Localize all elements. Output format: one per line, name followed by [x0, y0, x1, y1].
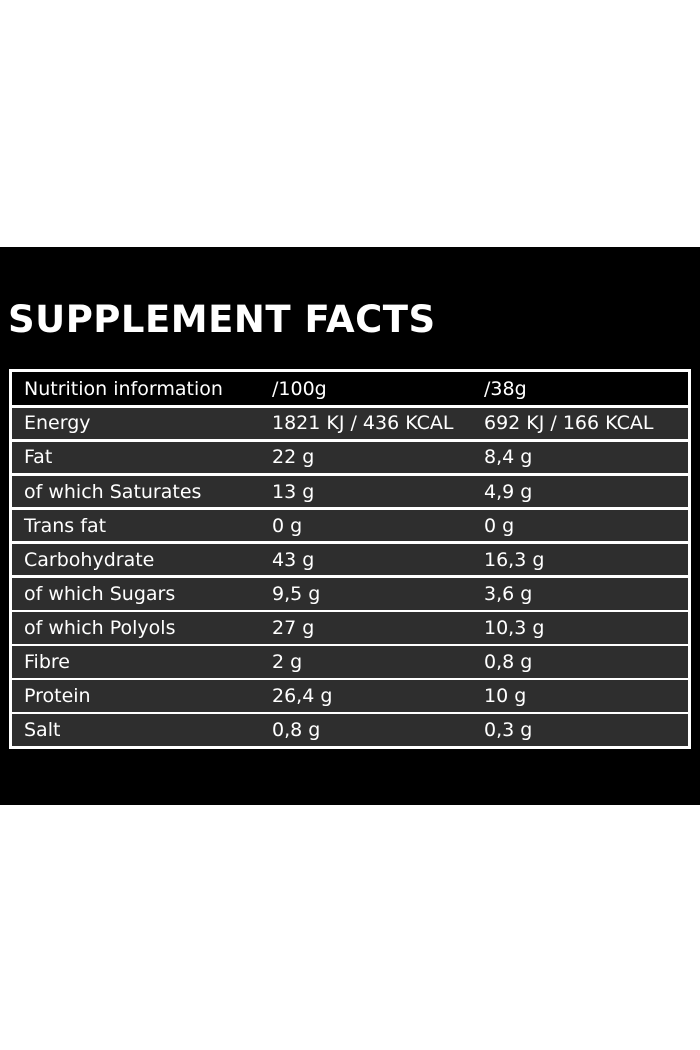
table-row: Protein 26,4 g 10 g — [12, 680, 688, 712]
table-row-cell: 0 g — [484, 514, 515, 537]
table-row-cell: 0 g — [272, 514, 303, 537]
table-row-cell: 0,3 g — [484, 719, 533, 742]
table-row-cell: Fibre — [24, 651, 70, 673]
table-row-cell: of which Saturates — [24, 480, 202, 503]
table-row-cell: Protein — [24, 685, 91, 708]
table-row-cell: 43 g — [272, 548, 315, 571]
table-row-cell: 10,3 g — [484, 616, 545, 639]
table-row-cell: 8,4 g — [484, 446, 533, 469]
table-row-cell: 27 g — [272, 616, 315, 639]
table-row-cell: Fat — [24, 446, 53, 469]
table-row-cell: 9,5 g — [272, 582, 321, 605]
table-row-cell: 692 KJ / 166 KCAL — [484, 412, 654, 435]
table-row-cell: 16,3 g — [484, 548, 545, 571]
table-row-cell: 13 g — [272, 480, 315, 503]
table-row: Salt 0,8 g 0,3 g — [12, 714, 688, 746]
table-row: Carbohydrate 43 g 16,3 g — [12, 543, 688, 576]
table-row-cell: of which Sugars — [24, 582, 176, 605]
table-row-cell: Trans fat — [24, 514, 107, 537]
table-row-cell: Carbohydrate — [24, 548, 155, 571]
header-row-cell: /38g — [484, 377, 527, 400]
table-row-cell: 3,6 g — [484, 582, 533, 605]
header-row: Nutrition information/100g/38g — [12, 372, 688, 405]
table-row-cell: of which Polyols — [24, 616, 176, 639]
table-row-cell: Energy — [24, 412, 91, 435]
table-row: Trans fat 0 g 0 g — [12, 509, 688, 542]
table-row: of which Polyols 27 g 10,3 g — [12, 612, 688, 644]
table-row-cell: 0,8 g — [484, 651, 533, 673]
table-row-cell: 4,9 g — [484, 480, 533, 503]
title: SUPPLEMENT FACTS — [8, 298, 436, 341]
table-row-cell: 2 g — [272, 651, 303, 673]
facts-table: Nutrition information/100g/38g Energy 1821… — [9, 369, 691, 749]
header-row-cell: Nutrition information — [24, 377, 223, 400]
table-row: of which Sugars 9,5 g 3,6 g — [12, 578, 688, 610]
table-row-cell: Salt — [24, 719, 61, 742]
table-row-cell: 1821 KJ / 436 KCAL — [272, 412, 454, 435]
table-row-cell: 10 g — [484, 685, 527, 708]
table-row-cell: 26,4 g — [272, 685, 333, 708]
table-row: Energy 1821 KJ / 436 KCAL 692 KJ / 166 KCA… — [12, 407, 688, 440]
table-row: Fat 22 g 8,4 g — [12, 441, 688, 474]
table-row: of which Saturates 13 g 4,9 g — [12, 475, 688, 508]
table-row-cell: 0,8 g — [272, 719, 321, 742]
table-row: Fibre 2 g 0,8 g — [12, 646, 688, 678]
header-row-cell: /100g — [272, 377, 327, 400]
table-row-cell: 22 g — [272, 446, 315, 469]
